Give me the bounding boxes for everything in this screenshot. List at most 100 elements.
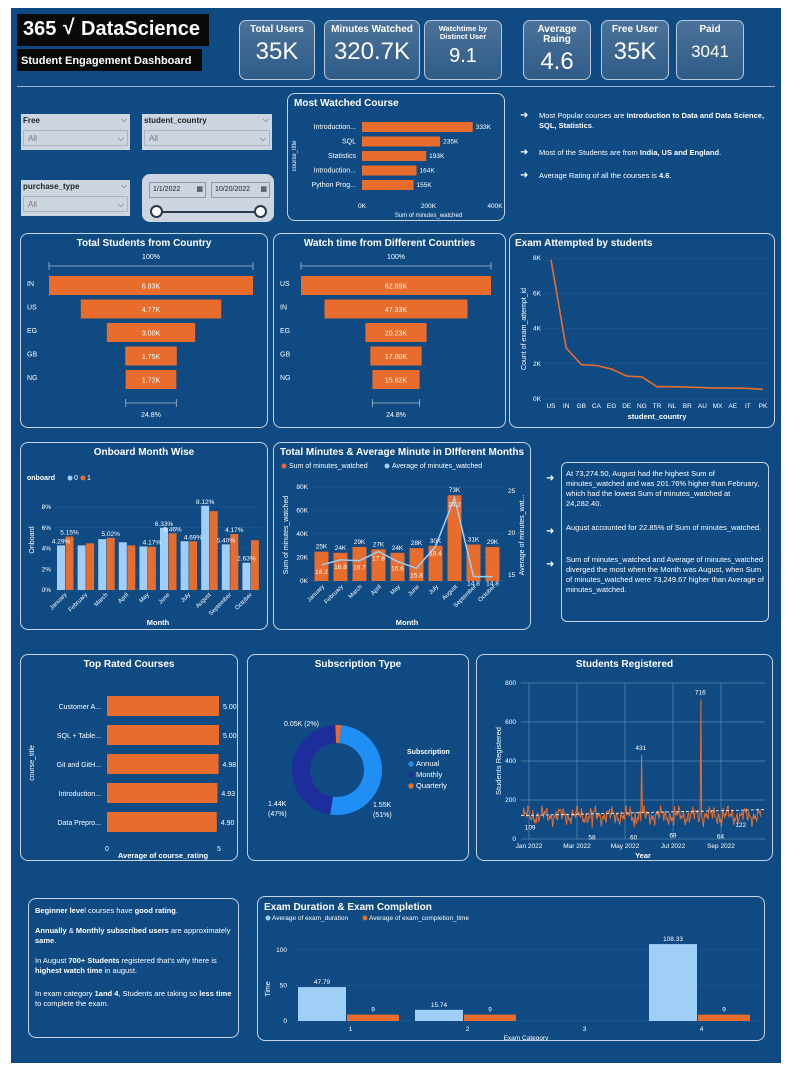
insight-divergence: Sum of minutes_watched and Average of mi… <box>566 555 764 594</box>
data-label-average: 14.8 <box>486 581 499 588</box>
data-label: 62.89K <box>385 284 408 291</box>
kpi-label: Average Raing <box>537 24 577 45</box>
data-label: 15.62K <box>385 378 408 385</box>
category-label: SQL + Table... <box>57 733 101 740</box>
insight-august-share: August accounted for 22.85% of Sum of mi… <box>566 523 762 532</box>
date-range-end-handle[interactable] <box>254 205 267 218</box>
slice-label: 1.55K <box>373 802 392 809</box>
legend-title: Subscription <box>407 749 450 756</box>
minutes-months-chart: Sum of minutes_watched Average of minutes… <box>281 463 526 627</box>
purchase-slicer-value: All <box>28 200 37 209</box>
tick-label: 0K <box>533 396 542 403</box>
data-label: 73K <box>449 487 461 494</box>
purchase-slicer[interactable]: purchase_type ⌵ All ⌵ <box>21 180 130 216</box>
data-label-average: 16.2 <box>315 569 328 576</box>
x-tick-label: 4 <box>700 1026 704 1033</box>
slice-label: (47%) <box>268 811 287 818</box>
date-end-input[interactable]: 10/20/2022 ▦ <box>211 182 270 198</box>
arrow-right-icon: ➜ <box>520 147 529 158</box>
data-label: 47.79 <box>314 979 331 986</box>
tick-label: 5 <box>217 846 221 853</box>
bar-onboard-0 <box>221 544 230 590</box>
tick-label: 200K <box>421 203 437 210</box>
date-end-value: 10/20/2022 <box>215 186 251 193</box>
bar-onboard-1 <box>147 546 156 590</box>
date-range-start-handle[interactable] <box>150 205 163 218</box>
chevron-down-icon[interactable]: ⌵ <box>117 200 124 209</box>
kpi-label: Minutes Watched <box>331 24 413 35</box>
x-axis-title: Month <box>147 618 170 627</box>
bar-completion <box>464 1014 516 1021</box>
x-tick-label: February <box>324 584 345 605</box>
purchase-slicer-select[interactable]: All ⌵ <box>23 196 128 212</box>
bar-duration <box>649 944 697 1021</box>
annotation-label: 64 <box>717 834 725 841</box>
annotation-label: 431 <box>635 745 646 752</box>
data-label: 4.77K <box>142 307 161 314</box>
x-tick-label: March <box>94 592 110 608</box>
tick-label: 400 <box>505 758 516 765</box>
data-label: 31K <box>468 537 480 544</box>
free-slicer-select[interactable]: All ⌵ <box>23 130 128 146</box>
x-tick-label: GB <box>577 403 586 410</box>
category-label: Python Prog... <box>312 182 356 189</box>
x-tick-label: Jul 2022 <box>661 843 686 850</box>
date-range-track[interactable] <box>156 211 260 213</box>
x-tick-label: August <box>195 592 213 610</box>
kpi-label: Watchtime by Distinct User <box>438 24 488 41</box>
category-label: EG <box>280 328 290 335</box>
bar-onboard-1 <box>106 537 115 590</box>
students-country-title: Total Students from Country <box>76 238 212 249</box>
annotation-label: 109 <box>525 825 536 832</box>
logo: 365 √ DataScience <box>17 14 209 46</box>
funnel-bar <box>80 299 222 319</box>
data-label-average: 15.8 <box>410 572 423 579</box>
kpi-label: Paid <box>699 24 721 35</box>
country-slicer-label: student_country <box>144 116 207 125</box>
date-start-input[interactable]: 1/1/2022 ▦ <box>149 182 206 198</box>
arrow-right-icon: ➜ <box>546 473 555 484</box>
country-slicer-select[interactable]: All ⌵ <box>144 130 270 146</box>
data-label: 4.93 <box>221 791 235 798</box>
bar-minutes <box>466 544 481 581</box>
tick-label: 20K <box>296 555 308 562</box>
x-tick-label: 1 <box>349 1026 353 1033</box>
kpi-value: 4.6 <box>540 48 574 75</box>
chevron-down-icon[interactable]: ⌵ <box>120 115 127 124</box>
data-label: 4.90 <box>221 820 235 827</box>
data-label-average: 18.4 <box>429 550 442 557</box>
chevron-down-icon[interactable]: ⌵ <box>259 134 266 143</box>
chevron-down-icon[interactable]: ⌵ <box>120 181 127 190</box>
kpi-label: Free User <box>611 24 659 35</box>
watch-country-title: Watch time from Different Countries <box>303 238 476 249</box>
x-tick-label: NL <box>668 403 677 410</box>
tick-label: 2K <box>533 361 542 368</box>
chevron-down-icon[interactable]: ⌵ <box>262 115 269 124</box>
tick-label: 200 <box>505 797 516 804</box>
insight-rating: Average Rating of all the courses is 4.6… <box>539 171 672 180</box>
funnel-bottom-label: 24.8% <box>386 412 406 419</box>
legend-marker <box>408 783 414 789</box>
calendar-icon[interactable]: ▦ <box>196 186 203 193</box>
category-label: Git and GitH... <box>57 762 101 769</box>
country-slicer[interactable]: student_country ⌵ All ⌵ <box>142 114 272 150</box>
bar-minutes <box>447 495 462 581</box>
chevron-down-icon[interactable]: ⌵ <box>117 134 124 143</box>
calendar-icon[interactable]: ▦ <box>260 186 267 193</box>
watch-country-funnel: 100% US 62.89K IN 47.33K EG 20.23K GB 17.00K NG 15… <box>280 254 492 419</box>
series-line <box>550 259 764 391</box>
funnel-bar <box>372 370 420 389</box>
tick-label: 0K <box>358 203 367 210</box>
free-slicer[interactable]: Free ⌵ All ⌵ <box>21 114 130 150</box>
dashboard: 365 √ DataScience Student Engagement Das… <box>11 8 781 1063</box>
bar-onboard-1 <box>250 540 259 590</box>
x-tick-label: October <box>234 592 253 611</box>
funnel-bar <box>125 346 177 366</box>
onboard-title: Onboard Month Wise <box>93 447 195 458</box>
top-rated-title: Top Rated Courses <box>83 659 175 670</box>
data-label: 28K <box>411 540 423 547</box>
bar-onboard-0 <box>77 545 86 590</box>
x-tick-label: February <box>68 592 89 613</box>
logo-sqrt-icon: √ <box>63 16 75 39</box>
date-slicer[interactable]: 1/1/2022 ▦ 10/20/2022 ▦ <box>142 174 274 222</box>
